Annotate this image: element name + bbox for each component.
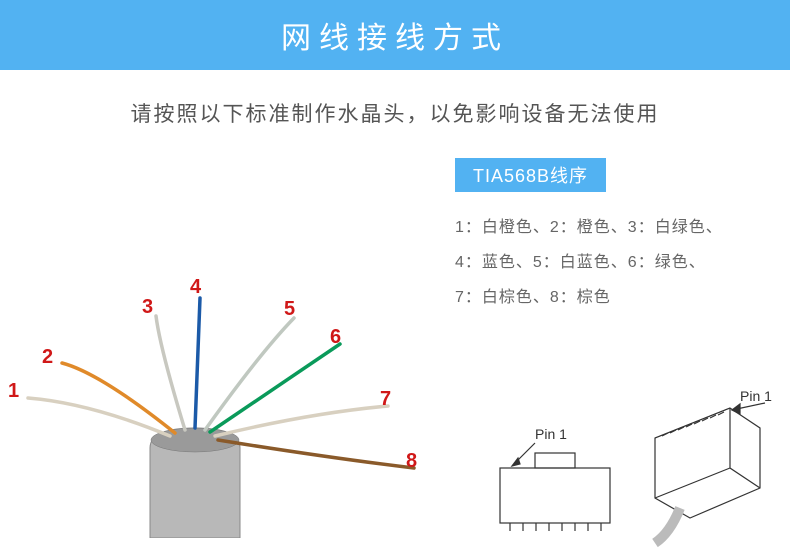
color-line-1: 1：白橙色、2：橙色、3：白绿色、 (455, 210, 775, 245)
wire-color-list: 1：白橙色、2：橙色、3：白绿色、 4：蓝色、5：白蓝色、6：绿色、 7：白棕色… (455, 210, 775, 316)
wire-3 (156, 316, 185, 430)
rj45-side-icon (655, 403, 765, 543)
cable-diagram: 12 3 4 5 6 7 8 (0, 138, 440, 538)
cable-jacket (150, 428, 240, 538)
wire-2 (62, 363, 175, 433)
wire-label-7: 7 (380, 388, 391, 411)
color-line-3: 7：白棕色、8：棕色 (455, 280, 775, 315)
pin1-side-label: Pin 1 (740, 388, 772, 404)
cable-svg (0, 138, 440, 538)
wire-label-3: 3 (142, 296, 153, 319)
pin1-front-label: Pin 1 (535, 426, 567, 442)
wire-label-8: 8 (406, 450, 417, 473)
wire-1 (28, 398, 170, 436)
wire-6 (210, 344, 340, 432)
page-title: 网线接线方式 (281, 13, 509, 57)
wire-label-5: 5 (284, 298, 295, 321)
diagram-content: 12 3 4 5 6 7 8 TIA568B线序 1：白橙色、2：橙色、3：白绿色、 4：蓝… (0, 138, 790, 538)
wire-label-6: 6 (330, 326, 341, 349)
standard-badge: TIA568B线序 (455, 158, 606, 192)
wire-label-2: 2 (42, 346, 53, 369)
rj45-front-icon (500, 443, 610, 531)
wire-label-4: 4 (190, 276, 201, 299)
subtitle-text: 请按照以下标准制作水晶头，以免影响设备无法使用 (0, 98, 790, 128)
standard-info: TIA568B线序 1：白橙色、2：橙色、3：白绿色、 4：蓝色、5：白蓝色、6… (455, 158, 775, 316)
wire-label-1: 1 (8, 380, 19, 403)
rj45-connectors: Pin 1 Pin 1 (480, 348, 780, 548)
wire-5 (205, 318, 294, 430)
header-banner: 网线接线方式 (0, 0, 790, 70)
wire-4 (195, 298, 200, 428)
connector-svg (480, 348, 780, 548)
wire-8 (218, 440, 414, 468)
color-line-2: 4：蓝色、5：白蓝色、6：绿色、 (455, 245, 775, 280)
